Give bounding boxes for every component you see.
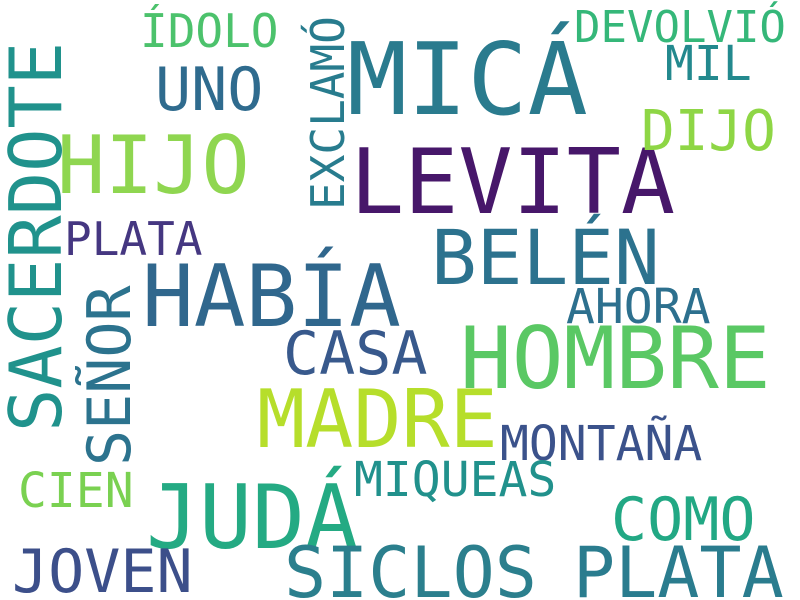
word-mica: MICÁ xyxy=(347,21,588,138)
word-mil: MIL xyxy=(665,36,752,92)
word-dijo: DIJO xyxy=(641,99,776,164)
word-como: COMO xyxy=(611,485,756,555)
word-juda: JUDÁ xyxy=(146,466,358,569)
word-belen: BELÉN xyxy=(431,213,660,302)
word-montana: MONTAÑA xyxy=(500,416,703,472)
word-exclamo: EXCLAMÓ xyxy=(301,16,355,210)
word-hijo: HIJO xyxy=(57,119,250,212)
word-siclos: SICLOS xyxy=(284,532,537,600)
word-ahora: AHORA xyxy=(566,279,711,335)
word-sacerdote: SACERDOTE xyxy=(0,41,78,432)
word-joven: JOVEN xyxy=(12,537,193,600)
word-levita: LEVITA xyxy=(350,130,676,235)
word-cien: CIEN xyxy=(18,463,134,519)
word-plata-small: PLATA xyxy=(64,212,203,266)
word-devolvio: DEVOLVIÓ xyxy=(574,2,786,53)
word-idolo: ÍDOLO xyxy=(140,4,279,58)
word-habia: HABÍA xyxy=(142,247,401,347)
word-madre: MADRE xyxy=(257,373,498,466)
word-hombre: HOMBRE xyxy=(460,309,771,409)
word-miqueas: MIQUEAS xyxy=(354,452,557,508)
word-casa: CASA xyxy=(283,319,428,389)
word-uno: UNO xyxy=(155,55,264,125)
word-senor: SEÑOR xyxy=(75,285,145,466)
word-plata-large: PLATA xyxy=(573,532,784,600)
